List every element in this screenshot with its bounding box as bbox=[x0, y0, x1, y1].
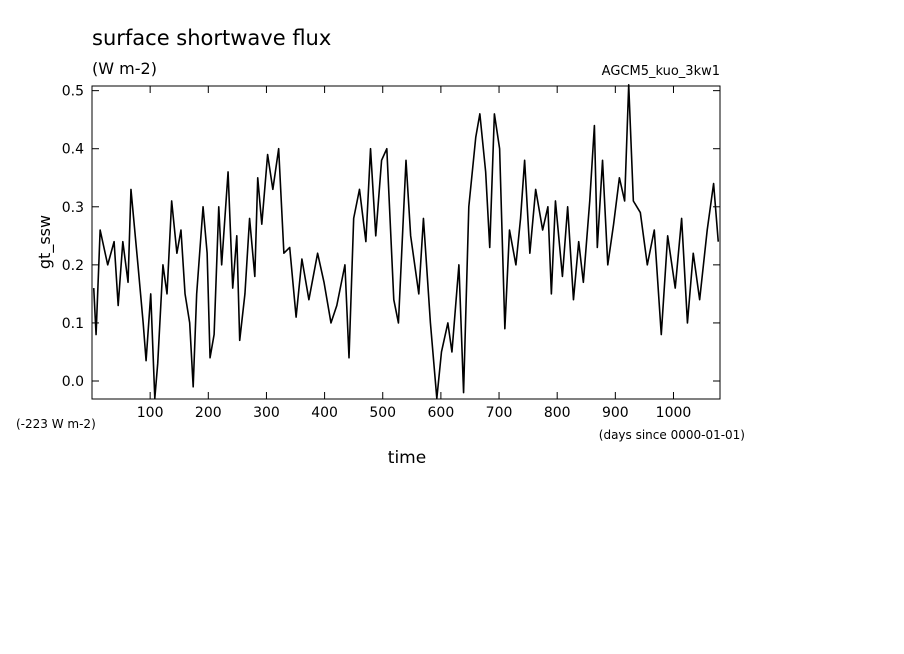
x-tick-label: 700 bbox=[486, 405, 513, 421]
x-tick-label: 200 bbox=[195, 405, 222, 421]
y-tick-label: 0.4 bbox=[62, 142, 84, 158]
x-tick-label: 600 bbox=[428, 405, 455, 421]
run-label: AGCM5_kuo_3kw1 bbox=[602, 64, 720, 79]
data-line bbox=[92, 84, 720, 400]
y-tick-label: 0.5 bbox=[62, 84, 84, 100]
y-tick-label: 0.0 bbox=[62, 374, 84, 390]
chart-subtitle: (W m-2) bbox=[92, 59, 157, 78]
chart-title: surface shortwave flux bbox=[92, 26, 331, 50]
y-axis-label: gt_ssw bbox=[35, 215, 55, 269]
y-tick-label: 0.2 bbox=[62, 258, 84, 274]
x-tick-label: 900 bbox=[602, 405, 629, 421]
offset-note: (-223 W m-2) bbox=[16, 417, 96, 431]
x-tick-label: 500 bbox=[369, 405, 396, 421]
x-tick-label: 300 bbox=[253, 405, 280, 421]
plot-frame bbox=[91, 85, 721, 400]
y-tick-label: 0.1 bbox=[62, 316, 84, 332]
x-tick-label: 1000 bbox=[656, 405, 692, 421]
y-tick-label: 0.3 bbox=[62, 200, 84, 216]
x-tick-label: 400 bbox=[311, 405, 338, 421]
x-axis-label: time bbox=[388, 448, 426, 468]
x-tick-label: 800 bbox=[544, 405, 571, 421]
x-units: (days since 0000-01-01) bbox=[599, 428, 745, 442]
x-tick-label: 100 bbox=[137, 405, 164, 421]
